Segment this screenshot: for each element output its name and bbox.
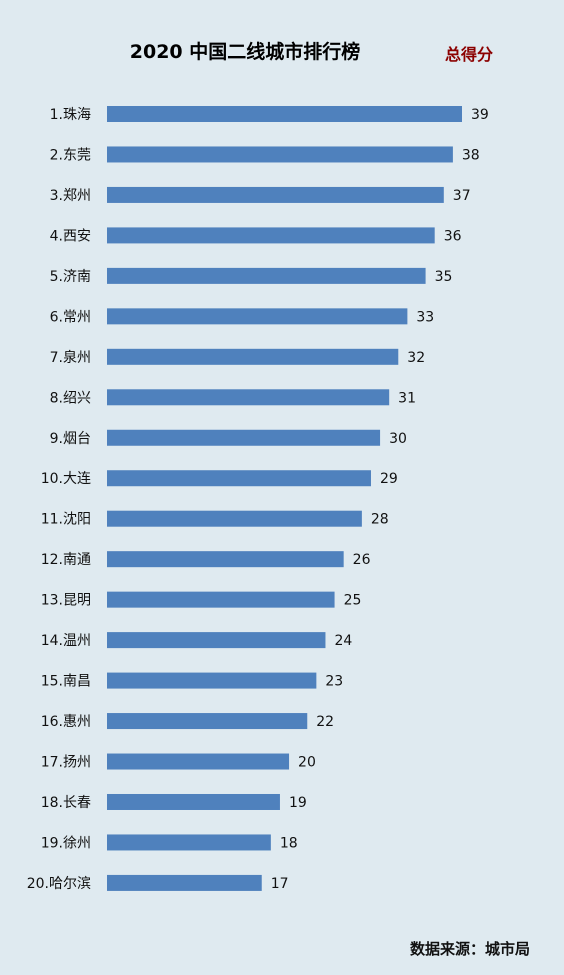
bar <box>107 267 426 284</box>
bar <box>107 793 280 810</box>
bar <box>107 429 381 446</box>
bar <box>107 632 326 649</box>
bar <box>107 227 435 244</box>
data-source: 数据来源：城市局 <box>410 940 530 958</box>
category-label: 3.郑州 <box>50 188 91 204</box>
value-label: 28 <box>371 512 389 528</box>
chart-title: 2020 中国二线城市排行榜 <box>130 40 361 63</box>
bar <box>107 591 335 608</box>
bar <box>107 146 453 163</box>
category-label: 17.扬州 <box>41 755 91 771</box>
category-label: 7.泉州 <box>50 349 91 366</box>
bar <box>107 308 408 325</box>
value-label: 37 <box>453 188 471 204</box>
value-label: 23 <box>325 674 343 690</box>
value-label: 31 <box>398 390 416 406</box>
category-label: 4.西安 <box>50 228 91 244</box>
value-label: 24 <box>334 633 352 649</box>
bar <box>107 470 371 487</box>
category-label: 6.常州 <box>50 309 91 325</box>
category-label: 16.惠州 <box>41 714 91 730</box>
category-label: 13.昆明 <box>41 593 91 609</box>
bar <box>107 834 271 851</box>
bar <box>107 348 399 365</box>
value-label: 35 <box>435 269 453 285</box>
bar <box>107 672 317 689</box>
bar <box>107 106 462 122</box>
value-label: 39 <box>471 107 489 123</box>
bar <box>107 510 362 527</box>
category-label: 5.济南 <box>50 269 91 285</box>
category-label: 2.东莞 <box>50 147 91 163</box>
category-label: 11.沈阳 <box>41 512 91 528</box>
value-label: 36 <box>444 228 462 244</box>
legend-label: 总得分 <box>445 45 493 64</box>
category-label: 18.长春 <box>41 795 91 811</box>
value-label: 18 <box>280 835 298 851</box>
value-label: 20 <box>298 755 316 771</box>
value-label: 22 <box>316 714 334 730</box>
bar <box>107 753 290 770</box>
value-label: 17 <box>271 876 289 892</box>
category-label: 12.南通 <box>41 552 91 568</box>
value-label: 30 <box>389 431 407 447</box>
category-label: 9.烟台 <box>50 431 91 447</box>
bar <box>107 389 390 406</box>
category-label: 8.绍兴 <box>50 390 91 406</box>
value-label: 29 <box>380 471 398 487</box>
value-label: 38 <box>462 147 480 163</box>
category-label: 1.珠海 <box>50 107 91 123</box>
category-label: 20.哈尔滨 <box>27 876 91 892</box>
value-label: 25 <box>344 593 362 609</box>
category-label: 19.徐州 <box>41 835 91 851</box>
category-label: 15.南昌 <box>41 674 91 690</box>
category-label: 14.温州 <box>41 633 91 649</box>
bar <box>107 186 444 203</box>
bar <box>107 874 262 891</box>
value-label: 26 <box>353 552 371 568</box>
value-label: 32 <box>407 350 425 366</box>
value-label: 19 <box>289 795 307 811</box>
bar <box>107 551 344 568</box>
bars-group: 1.珠海 39 2.东莞 38 3.郑州 37 4.西安 36 5.济南 35 6.常州 33 7.泉州… <box>27 106 489 892</box>
bar <box>107 713 308 730</box>
value-label: 33 <box>416 309 434 325</box>
category-label: 10.大连 <box>41 471 91 487</box>
